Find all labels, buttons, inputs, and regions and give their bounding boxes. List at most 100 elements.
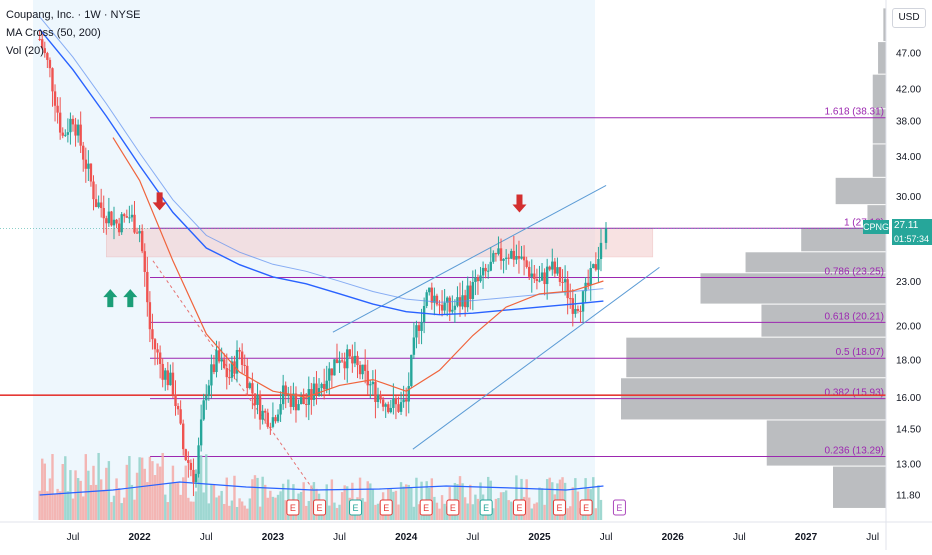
candle-body <box>158 352 162 364</box>
candle-body <box>51 68 54 92</box>
volume-bar <box>476 498 480 520</box>
ma-cross-legend[interactable]: MA Cross (50, 200) <box>6 27 101 39</box>
volume-bar <box>148 456 152 520</box>
volume-bar <box>584 478 587 520</box>
volume-bar <box>574 478 577 520</box>
earnings-marker-icon[interactable] <box>612 499 626 516</box>
candle-body <box>210 364 213 386</box>
candle-body <box>594 264 598 270</box>
candle-body <box>466 285 469 308</box>
volume-profile-bar <box>626 337 886 378</box>
candle-body <box>494 253 498 255</box>
volume-bar <box>84 454 87 520</box>
volume-legend[interactable]: Vol (20) <box>6 45 44 57</box>
volume-bar <box>266 497 269 520</box>
earnings-marker-label: E <box>483 503 489 513</box>
volume-bar <box>197 471 200 520</box>
volume-bar <box>340 492 344 520</box>
candle-body <box>528 266 531 277</box>
earnings-marker-icon[interactable] <box>313 499 327 516</box>
candle-body <box>445 297 449 303</box>
volume-bar <box>194 491 198 520</box>
volume-bar <box>151 461 154 520</box>
y-tick-label: 13.00 <box>896 460 921 471</box>
candle-body <box>166 370 170 386</box>
candle-body <box>41 39 44 49</box>
volume-bar <box>474 494 477 520</box>
earnings-marker-icon[interactable] <box>419 499 433 516</box>
candle-body <box>320 383 323 389</box>
volume-bar <box>412 506 416 520</box>
candle-body <box>394 398 398 405</box>
fib-level-label: 1.618 (38.31) <box>825 107 885 118</box>
candle-body <box>433 295 436 303</box>
candle-body <box>545 266 549 285</box>
candle-body <box>448 297 451 312</box>
candle-body <box>89 163 93 182</box>
ma50-line <box>112 137 604 398</box>
earnings-marker-icon[interactable] <box>552 499 566 516</box>
volume-bar <box>435 502 439 520</box>
earnings-marker-icon[interactable] <box>446 499 460 516</box>
volume-bar <box>535 502 539 520</box>
volume-bar <box>592 477 595 520</box>
volume-bar <box>463 497 467 520</box>
candle-body <box>438 304 441 306</box>
candle-body <box>379 394 382 400</box>
candle-body <box>533 273 536 280</box>
candle-body <box>271 417 275 427</box>
earnings-marker-icon[interactable] <box>512 499 526 516</box>
volume-bar <box>38 490 41 520</box>
volume-bar <box>53 493 57 520</box>
candle-body <box>599 242 603 260</box>
volume-bar <box>225 477 228 520</box>
candle-body <box>387 404 390 413</box>
earnings-marker-icon[interactable] <box>286 499 300 516</box>
volume-bar <box>440 495 444 520</box>
volume-ma-line <box>39 481 604 496</box>
candle-body <box>556 267 559 274</box>
candle-body <box>46 53 49 60</box>
volume-bar <box>302 482 305 520</box>
volume-bar <box>117 488 121 520</box>
volume-bar <box>220 490 223 520</box>
candle-body <box>43 48 46 54</box>
volume-bar <box>363 501 367 520</box>
earnings-marker-icon[interactable] <box>579 499 593 516</box>
earnings-marker-icon[interactable] <box>349 499 363 516</box>
volume-bar <box>279 491 282 520</box>
volume-bar <box>343 485 346 520</box>
x-tick-label: 2025 <box>528 532 551 543</box>
candle-body <box>220 359 223 362</box>
candle-body <box>410 354 413 387</box>
volume-bar <box>161 452 164 520</box>
candle-body <box>543 272 546 285</box>
volume-bar <box>530 508 533 520</box>
candle-body <box>253 393 257 405</box>
volume-bar <box>210 484 213 520</box>
x-tick-label: 2022 <box>129 532 152 543</box>
volume-bar <box>507 500 510 520</box>
volume-bar <box>328 505 331 520</box>
earnings-marker-icon[interactable] <box>479 499 493 516</box>
candle-body <box>202 400 205 420</box>
volume-bar <box>392 491 395 520</box>
earnings-marker-label: E <box>317 503 323 513</box>
volume-bar <box>520 478 523 520</box>
candle-body <box>299 397 303 405</box>
candle-body <box>558 267 562 282</box>
volume-bar <box>123 497 126 520</box>
candle-body <box>82 145 85 160</box>
earnings-marker-icon[interactable] <box>379 499 393 516</box>
volume-bar <box>274 497 277 520</box>
volume-profile-bar <box>745 252 886 273</box>
volume-bar <box>438 508 441 520</box>
volume-bar <box>538 487 541 520</box>
x-tick-label: Jul <box>466 532 479 543</box>
volume-bar <box>443 503 446 520</box>
volume-bar <box>371 488 375 520</box>
currency-label[interactable]: USD <box>892 8 926 28</box>
earnings-marker-label: E <box>290 503 296 513</box>
